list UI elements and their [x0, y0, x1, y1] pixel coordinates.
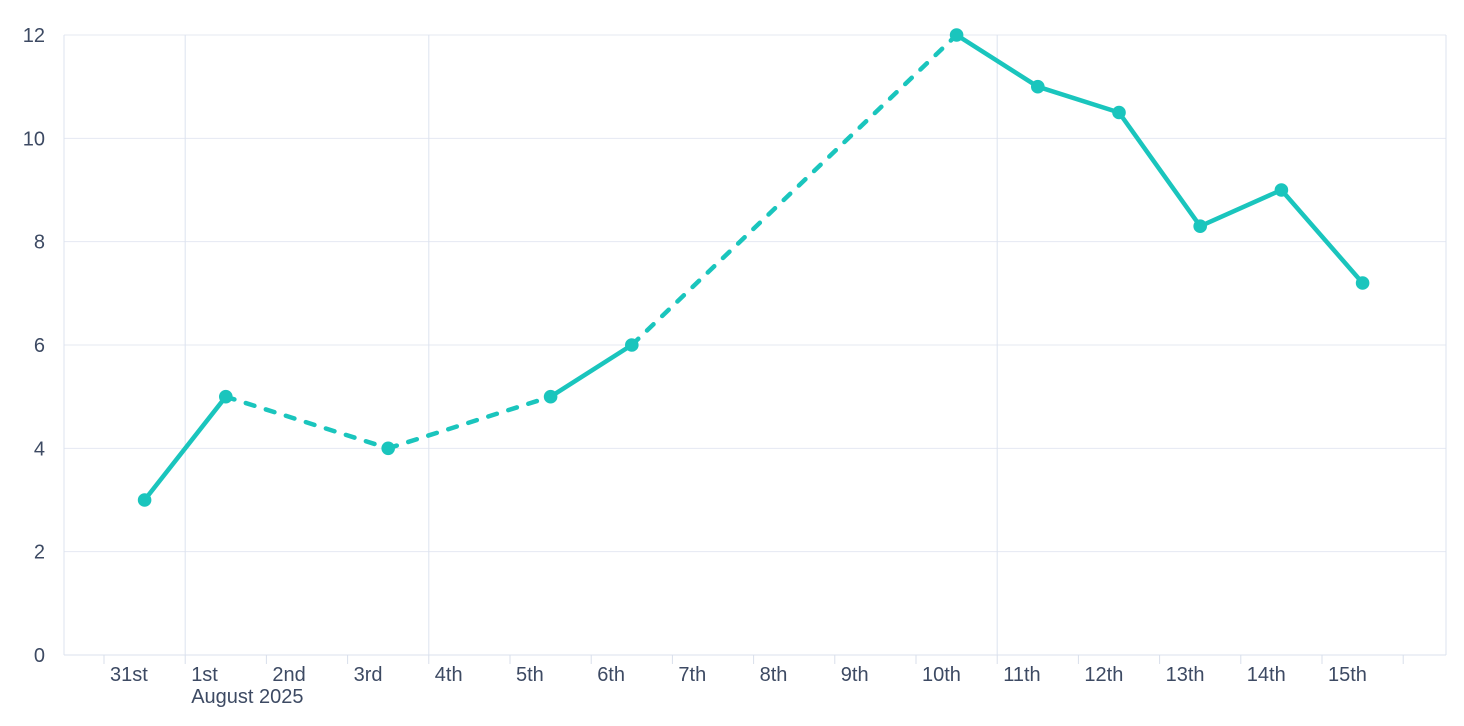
x-tick-label: 11th [1003, 664, 1040, 686]
month-year-label: August 2025 [191, 686, 303, 708]
series-segment-dashed [629, 32, 959, 348]
data-point-marker[interactable] [381, 441, 396, 456]
data-point-marker[interactable] [1274, 183, 1289, 197]
series-segment-solid [954, 32, 1365, 286]
data-point-marker[interactable] [1193, 219, 1207, 233]
data-point-marker[interactable] [1112, 105, 1126, 120]
data-point-marker[interactable] [625, 338, 639, 352]
x-tick-label: 6th [597, 664, 625, 686]
y-tick-label: 12 [23, 25, 45, 47]
y-tick-label: 8 [34, 232, 45, 254]
series-segment-dashed [385, 394, 553, 451]
y-tick-label: 2 [34, 542, 45, 564]
x-tick-label: 3rd [354, 664, 383, 686]
x-tick-label: 14th [1247, 664, 1286, 686]
x-tick-label: 4th [435, 664, 463, 686]
data-point-marker[interactable] [949, 28, 964, 42]
y-tick-label: 4 [34, 438, 45, 460]
y-tick-label: 10 [23, 128, 45, 150]
x-tick-label: 2nd [272, 664, 305, 686]
data-point-marker[interactable] [1355, 276, 1370, 290]
y-tick-label: 0 [34, 645, 45, 667]
data-point-marker[interactable] [543, 389, 558, 404]
data-point-marker[interactable] [1031, 79, 1045, 94]
x-tick-label: 13th [1166, 664, 1205, 686]
series-segment-dashed [223, 394, 391, 451]
data-point-marker[interactable] [137, 493, 152, 507]
x-tick-label: 31st [110, 664, 148, 686]
x-tick-label: 8th [760, 664, 788, 686]
series-segment-solid [548, 342, 635, 399]
x-tick-label: 9th [841, 664, 869, 686]
x-tick-label: 15th [1328, 664, 1367, 686]
x-tick-label: 7th [678, 664, 706, 686]
x-tick-label: 12th [1084, 664, 1123, 686]
x-tick-label: 1st [191, 664, 218, 686]
series-segment-solid [142, 394, 229, 503]
data-point-marker[interactable] [219, 389, 233, 404]
y-tick-label: 6 [34, 335, 45, 357]
x-tick-label: 5th [516, 664, 544, 686]
x-tick-label: 10th [922, 664, 961, 686]
